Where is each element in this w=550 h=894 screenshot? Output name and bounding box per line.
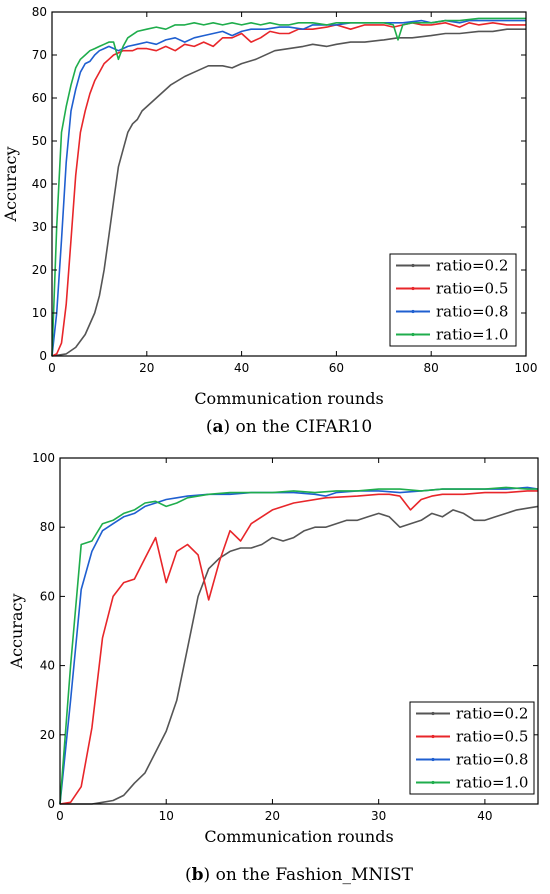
chart-2-x-tick-label: 40 [477,809,492,823]
chart-2-legend-label-3: ratio=0.8 [456,751,528,769]
chart-1-x-tick-label: 80 [424,361,439,375]
chart-1-x-tick-label: 60 [329,361,344,375]
chart-2-x-tick-label: 20 [265,809,280,823]
chart-2-x-tick-label: 10 [159,809,174,823]
chart-1-y-tick-label: 50 [32,134,47,148]
chart-1-x-axis-label: Communication rounds [194,389,383,408]
chart-1-legend-label-2: ratio=0.5 [436,280,508,298]
chart-2-y-tick-label: 80 [40,520,55,534]
chart-1: 0 20 40 60 80 100 0 10 20 30 40 50 60 70 80 Communicati… [1,5,537,437]
chart-1-legend-label-3: ratio=0.8 [436,303,508,321]
chart-1-caption: (a) on the CIFAR10 [206,417,372,437]
chart-2-legend-label-4: ratio=1.0 [456,774,528,792]
chart-2-x-axis-label: Communication rounds [204,827,393,846]
chart-1-y-tick-label: 0 [39,349,47,363]
chart-1-x-tick-label: 100 [515,361,538,375]
chart-2-caption: (b) on the Fashion_MNIST [185,865,414,885]
chart-2: 0 10 20 30 40 0 20 40 60 80 100 Communication round… [7,451,539,885]
chart-1-y-tick-label: 60 [32,91,47,105]
chart-1-legend-marker-3 [411,309,415,314]
chart-2-series-line-1 [60,505,539,805]
chart-2-x-tick-label: 30 [371,809,386,823]
chart-1-y-tick-label: 80 [32,5,47,19]
chart-1-x-tick-label: 20 [139,361,154,375]
chart-1-legend-label-1: ratio=0.2 [436,257,508,275]
chart-1-legend-marker-2 [411,286,415,291]
chart-2-legend-marker-3 [431,757,435,762]
chart-2-legend-box [409,701,535,795]
chart-1-y-tick-label: 70 [32,48,47,62]
chart-1-y-tick-label: 30 [32,220,47,234]
chart-1-y-tick-label: 10 [32,306,47,320]
chart-1-series-line-4 [51,17,526,357]
chart-2-y-tick-label: 60 [40,589,55,603]
chart-1-series-line-1 [51,28,526,357]
chart-2-legend-label-2: ratio=0.5 [456,728,528,746]
chart-1-y-axis-label: Accuracy [1,147,20,223]
chart-1-legend-marker-4 [411,332,415,337]
chart-1-y-tick-label: 20 [32,263,47,277]
chart-2-y-tick-label: 40 [40,659,55,673]
chart-2-y-tick-label: 0 [47,797,55,811]
chart-1-legend-box [389,253,517,347]
chart-2-legend-marker-4 [431,780,435,785]
chart-1-series-line-3 [51,19,526,357]
chart-1-legend-marker-1 [411,263,415,268]
chart-1-x-tick-label: 40 [234,361,249,375]
chart-1-y-tick-label: 40 [32,177,47,191]
chart-2-x-tick-label: 0 [56,809,64,823]
chart-2-series-line-4 [59,486,538,805]
chart-1-legend-label-4: ratio=1.0 [436,326,508,344]
chart-2-legend-label-1: ratio=0.2 [456,705,528,723]
chart-1-x-tick-label: 0 [48,361,56,375]
chart-2-plot-frame [59,457,539,805]
chart-2-y-axis-label: Accuracy [7,594,26,670]
chart-2-y-tick-label: 20 [40,728,55,742]
chart-2-series-line-2 [59,490,538,805]
chart-2-legend-marker-1 [431,711,435,716]
chart-2-legend-marker-2 [431,734,435,739]
chart-2-y-tick-label: 100 [32,451,55,465]
